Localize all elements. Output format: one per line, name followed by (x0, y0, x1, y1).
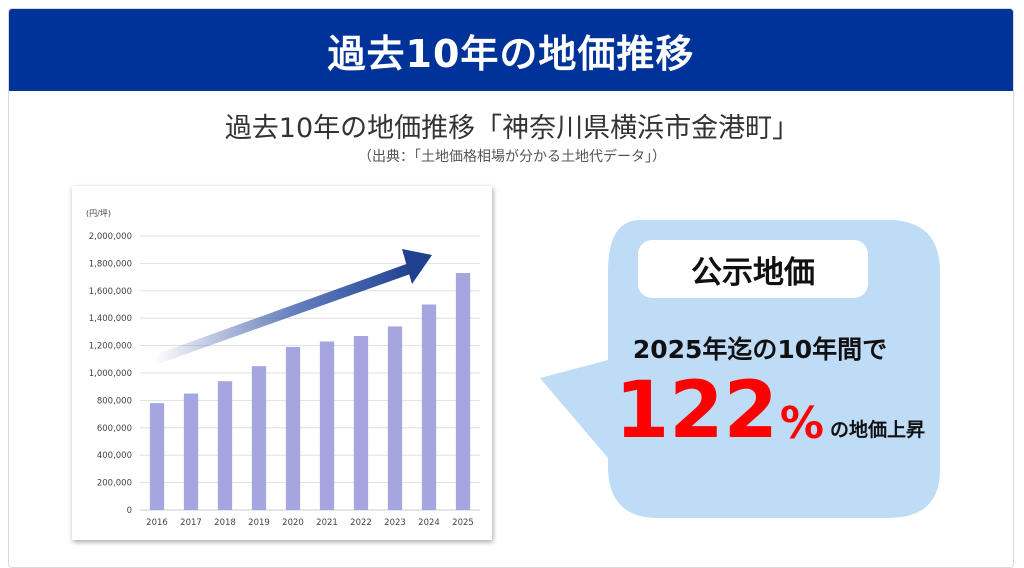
y-tick-label: 2,000,000 (89, 232, 132, 242)
bar-2022 (353, 336, 369, 510)
callout-unit: % (779, 398, 824, 449)
callout-value: 122 (615, 366, 778, 456)
chart-subtitle: 過去10年の地価推移「神奈川県横浜市金港町」 (224, 113, 800, 144)
y-tick-label: 1,000,000 (89, 369, 132, 379)
callout-line1: 2025年迄の10年間で (632, 335, 888, 364)
bar-2023 (387, 326, 403, 510)
bar-2024 (421, 304, 437, 510)
bar-2019 (251, 366, 267, 510)
x-tick-label: 2024 (418, 518, 440, 528)
bar-2025 (455, 272, 471, 510)
x-tick-label: 2022 (350, 518, 372, 528)
x-tick-label: 2016 (146, 518, 168, 528)
y-tick-label: 1,200,000 (89, 342, 132, 352)
bar-chart: 0 200,000 400,000 600,000 800,000 1,000,000 1,… (86, 209, 480, 528)
bar-2021 (319, 341, 335, 510)
bar-2016 (149, 403, 165, 510)
callout-label: 公示地価 (691, 254, 815, 291)
x-tick-label: 2021 (316, 518, 338, 528)
callout-label-box: 公示地価 (638, 240, 868, 298)
bar-2018 (217, 381, 233, 510)
chart-yticks: 0 200,000 400,000 600,000 800,000 1,000,000 1,… (89, 232, 132, 516)
y-tick-label: 1,400,000 (89, 314, 132, 324)
x-tick-label: 2019 (248, 518, 270, 528)
x-tick-label: 2018 (214, 518, 236, 528)
x-tick-label: 2023 (384, 518, 406, 528)
bar-2017 (183, 393, 199, 510)
trend-arrow-icon (154, 249, 432, 364)
x-tick-label: 2020 (282, 518, 304, 528)
x-tick-label: 2025 (452, 518, 474, 528)
chart-xticks: 2016 2017 2018 2019 2020 2021 2022 2023 2024 2025 (146, 518, 474, 528)
bar-2020 (285, 346, 301, 510)
page-title: 過去10年の地価推移 (327, 31, 695, 76)
y-tick-label: 800,000 (97, 396, 132, 406)
y-tick-label: 400,000 (97, 451, 132, 461)
page-header: 過去10年の地価推移 (9, 9, 1013, 91)
x-tick-label: 2017 (180, 518, 202, 528)
y-tick-label: 1,600,000 (89, 287, 132, 297)
callout-tail: の地価上昇 (829, 419, 925, 441)
chart-bars (149, 272, 471, 510)
y-tick-label: 200,000 (97, 479, 132, 489)
callout-highlight: 122 % の地価上昇 (610, 372, 930, 450)
y-tick-label: 600,000 (97, 424, 132, 434)
y-axis-unit-label: (円/坪) (86, 209, 111, 218)
y-tick-label: 0 (127, 506, 132, 516)
chart-card: 0 200,000 400,000 600,000 800,000 1,000,000 1,… (72, 186, 492, 540)
source-note: （出典：「土地価格相場が分かる土地代データ」） (358, 149, 666, 165)
y-tick-label: 1,800,000 (89, 259, 132, 269)
